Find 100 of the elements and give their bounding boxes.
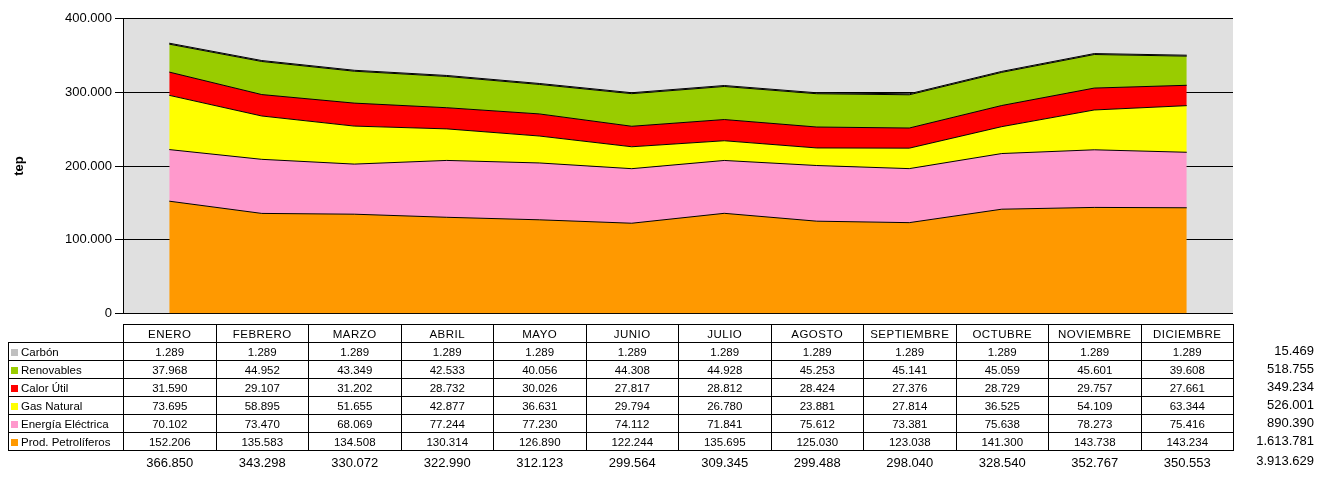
x-tick-label: OCTUBRE [956, 324, 1049, 343]
legend-label: Carbón [21, 345, 59, 358]
x-tick-label: NOVIEMBRE [1048, 324, 1141, 343]
data-label: 28.732 [401, 378, 494, 397]
data-label: 31.202 [308, 378, 401, 397]
data-label: 125.030 [771, 432, 864, 451]
text: 526.001 [1266, 396, 1314, 414]
data-label: 54.109 [1048, 396, 1141, 415]
data-label: 36.631 [493, 396, 586, 415]
x-tick-label: ABRIL [401, 324, 494, 343]
data-label: 28.729 [956, 378, 1049, 397]
y-tick-label: 200.000 [65, 157, 112, 173]
legend-label: Prod. Petrolíferos [21, 435, 111, 448]
data-label: 29.107 [216, 378, 309, 397]
data-label: 44.308 [586, 360, 679, 379]
text: 518.755 [1266, 360, 1314, 378]
x-tick-label: MAYO [493, 324, 586, 343]
text: 330.072 [330, 453, 380, 472]
data-label: 45.601 [1048, 360, 1141, 379]
data-label: 1.289 [1141, 342, 1234, 361]
data-label: 27.814 [863, 396, 956, 415]
x-tick-label: FEBRERO [216, 324, 309, 343]
text: 322.990 [422, 453, 472, 472]
data-label: 68.069 [308, 414, 401, 433]
data-label: 141.300 [956, 432, 1049, 451]
data-label: 135.695 [678, 432, 771, 451]
text: 15.469 [1273, 342, 1314, 360]
x-tick-label: SEPTIEMBRE [863, 324, 956, 343]
data-label: 45.253 [771, 360, 864, 379]
text: 299.488 [792, 453, 842, 472]
data-label: 26.780 [678, 396, 771, 415]
data-label: 1.289 [308, 342, 401, 361]
text: 349.234 [1266, 378, 1314, 396]
data-label: 45.141 [863, 360, 956, 379]
text: 328.540 [977, 453, 1027, 472]
data-label: 123.038 [863, 432, 956, 451]
text: 350.553 [1162, 453, 1212, 472]
text: 366.850 [145, 453, 195, 472]
data-label: 75.416 [1141, 414, 1234, 433]
data-label: 143.234 [1141, 432, 1234, 451]
data-label: 1.289 [401, 342, 494, 361]
x-tick-label: MARZO [308, 324, 401, 343]
data-label: 1.289 [771, 342, 864, 361]
legend-label: Renovables [21, 363, 82, 376]
data-label: 30.026 [493, 378, 586, 397]
data-label: 28.424 [771, 378, 864, 397]
text: 1.613.781 [1255, 432, 1314, 450]
y-tick-label: 300.000 [65, 83, 112, 99]
data-label: 73.381 [863, 414, 956, 433]
data-label: 70.102 [123, 414, 216, 433]
y-tick-label: 100.000 [65, 231, 112, 247]
x-tick-label: JUNIO [586, 324, 679, 343]
data-label: 152.206 [123, 432, 216, 451]
text: 298.040 [885, 453, 935, 472]
data-label: 73.470 [216, 414, 309, 433]
text: 343.298 [237, 453, 287, 472]
data-label: 77.244 [401, 414, 494, 433]
data-label: 63.344 [1141, 396, 1234, 415]
legend-label: Calor Útil [21, 381, 69, 394]
x-tick-label: JULIO [678, 324, 771, 343]
data-label: 1.289 [123, 342, 216, 361]
y-tick-label: 400.000 [65, 10, 112, 26]
data-label: 39.608 [1141, 360, 1234, 379]
data-label: 44.928 [678, 360, 771, 379]
data-label: 134.508 [308, 432, 401, 451]
data-label: 143.738 [1048, 432, 1141, 451]
data-label: 40.056 [493, 360, 586, 379]
data-label: 1.289 [678, 342, 771, 361]
legend-label: Energía Eléctrica [21, 417, 109, 430]
data-label: 28.812 [678, 378, 771, 397]
text: 3.913.629 [1255, 452, 1314, 470]
x-tick-label: AGOSTO [771, 324, 864, 343]
data-label: 1.289 [586, 342, 679, 361]
data-label: 1.289 [493, 342, 586, 361]
data-label: 42.877 [401, 396, 494, 415]
data-label: 73.695 [123, 396, 216, 415]
data-label: 27.661 [1141, 378, 1234, 397]
data-label: 1.289 [1048, 342, 1141, 361]
data-label: 36.525 [956, 396, 1049, 415]
data-label: 71.841 [678, 414, 771, 433]
text: 352.767 [1070, 453, 1120, 472]
legend-label: Gas Natural [21, 399, 83, 412]
data-label: 43.349 [308, 360, 401, 379]
data-label: 130.314 [401, 432, 494, 451]
data-label: 74.112 [586, 414, 679, 433]
text: 312.123 [515, 453, 565, 472]
y-axis-title: tep [11, 156, 27, 176]
data-label: 58.895 [216, 396, 309, 415]
data-label: 45.059 [956, 360, 1049, 379]
y-tick-label: 0 [104, 304, 112, 320]
data-label: 27.376 [863, 378, 956, 397]
data-label: 1.289 [956, 342, 1049, 361]
text: 890.390 [1266, 414, 1314, 432]
data-label: 1.289 [216, 342, 309, 361]
data-label: 77.230 [493, 414, 586, 433]
text: 309.345 [700, 453, 750, 472]
data-label: 1.289 [863, 342, 956, 361]
data-label: 23.881 [771, 396, 864, 415]
data-label: 122.244 [586, 432, 679, 451]
data-label: 37.968 [123, 360, 216, 379]
